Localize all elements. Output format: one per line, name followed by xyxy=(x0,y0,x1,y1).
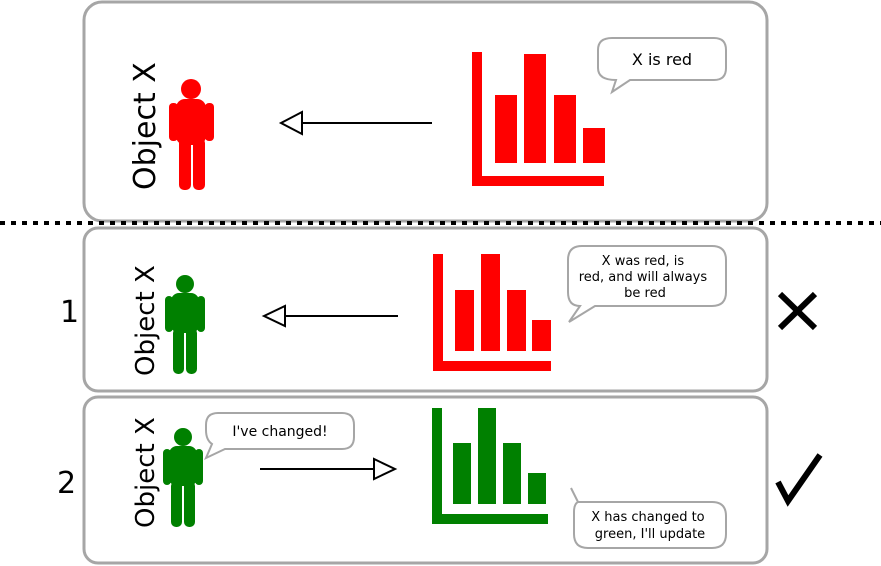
checkmark-icon xyxy=(775,453,823,507)
row1-number: 1 xyxy=(60,295,79,330)
row1-bubble-line: be red xyxy=(624,286,666,301)
top-bubble-text: X is red xyxy=(632,50,692,69)
row1-bubble-line: X was red, is xyxy=(602,254,685,269)
row1-chart-bar xyxy=(455,290,474,351)
row2-chart-bubble-line: green, I'll update xyxy=(595,527,705,542)
row2-bar-chart xyxy=(432,408,548,524)
top-chart-bar xyxy=(495,95,517,163)
top-object-label: Object X xyxy=(128,62,163,190)
row2-chart-bubble-line: X has changed to xyxy=(591,510,704,525)
row2-chart-bar xyxy=(503,443,521,504)
row1-arrow-left-icon xyxy=(261,304,398,328)
row2-chart-axis-y xyxy=(432,408,442,524)
row2-object-speech-bubble: I've changed! xyxy=(204,412,355,461)
top-chart-bar xyxy=(524,54,546,163)
row2-person-icon xyxy=(163,428,203,527)
row2-chart-speech-bubble: X has changed to green, I'll update xyxy=(570,487,727,549)
cross-icon xyxy=(777,291,818,331)
row2-object-bubble-text: I've changed! xyxy=(232,424,327,440)
top-person-icon xyxy=(169,79,214,190)
row2-number: 2 xyxy=(57,466,76,501)
row2-chart-bar xyxy=(453,443,471,504)
row2-chart-axis-x xyxy=(432,514,548,524)
row1-chart-bar xyxy=(481,254,500,351)
top-chart-axis-y xyxy=(472,52,482,186)
top-speech-bubble: X is red xyxy=(597,37,727,95)
top-chart-bar xyxy=(554,95,576,163)
top-bar-chart xyxy=(472,52,605,186)
row1-chart-axis-y xyxy=(433,254,443,370)
row1-bubble-text: X was red, is red, and will always be re… xyxy=(579,254,712,301)
top-chart-axis-x xyxy=(472,176,604,186)
row1-bubble-line: red, and will always xyxy=(579,270,708,285)
row1-speech-bubble: X was red, is red, and will always be re… xyxy=(567,245,727,323)
row2-arrow-right-icon xyxy=(260,457,398,481)
row1-chart-bar xyxy=(507,290,526,351)
row1-object-label: Object X xyxy=(131,265,161,376)
top-chart-bar xyxy=(583,128,605,163)
row1-chart-bar xyxy=(532,320,551,351)
row2-chart-bar xyxy=(528,473,546,504)
top-arrow-left-icon xyxy=(278,110,432,136)
row2-object-label: Object X xyxy=(131,417,161,528)
row1-bar-chart xyxy=(433,254,551,371)
row2-chart-bubble-text: X has changed to green, I'll update xyxy=(591,510,709,542)
row1-chart-axis-x xyxy=(433,361,551,371)
top-panel xyxy=(82,0,769,223)
row1-person-icon xyxy=(165,275,205,374)
row2-chart-bar xyxy=(478,408,496,504)
